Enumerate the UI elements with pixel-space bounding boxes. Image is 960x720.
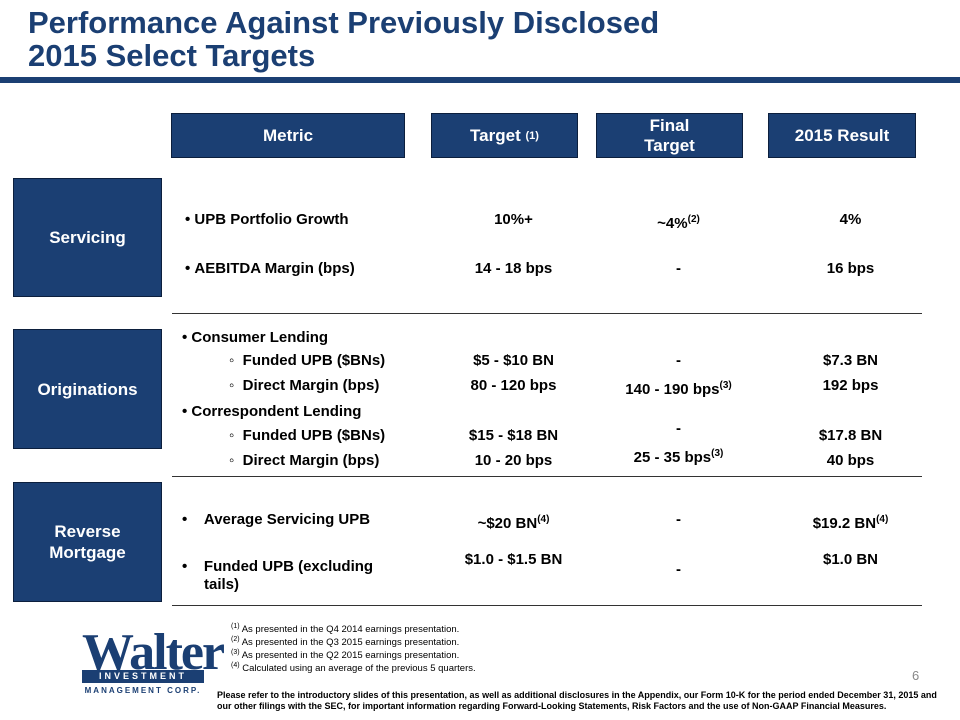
header-final-line-1: Final — [649, 115, 690, 135]
target-value: ~$20 BN — [477, 515, 538, 532]
metric-label-line-2: tails) — [204, 576, 240, 593]
final-value: 140 - 190 bps — [625, 381, 720, 398]
servicing-row-2-metric: • AEBITDA Margin (bps) — [185, 260, 355, 277]
correspondent-row-2-metric: ◦ Direct Margin (bps) — [229, 452, 380, 469]
reverse-row-1-final: - — [676, 511, 681, 528]
reverse-row-2-final: - — [676, 561, 681, 578]
footnote-ref: (3) — [711, 448, 724, 459]
final-value: ~4% — [657, 215, 688, 232]
consumer-lending-label: Consumer Lending — [191, 329, 329, 346]
metric-label: UPB Portfolio Growth — [194, 211, 349, 228]
reverse-row-1-target: ~$20 BN(4) — [431, 511, 596, 533]
metric-label: AEBITDA Margin (bps) — [194, 260, 355, 277]
footnote-2: (2) As presented in the Q3 2015 earnings… — [231, 634, 459, 649]
page-number: 6 — [912, 668, 920, 683]
header-result: 2015 Result — [768, 113, 916, 158]
logo-band: INVESTMENT — [82, 670, 204, 683]
section-servicing-label: Servicing — [49, 228, 126, 247]
footnote-mark: (1) — [231, 623, 240, 630]
header-metric: Metric — [171, 113, 405, 158]
consumer-row-1-final: - — [676, 352, 681, 369]
correspondent-row-2-final: 25 - 35 bps(3) — [596, 445, 761, 467]
reverse-row-2-metric: • Funded UPB (excluding tails) — [182, 558, 374, 593]
consumer-lending-heading: • Consumer Lending — [182, 329, 329, 346]
servicing-row-2-result: 16 bps — [826, 260, 875, 277]
metric-label: Direct Margin (bps) — [242, 377, 380, 394]
reverse-row-2-target: $1.0 - $1.5 BN — [464, 551, 563, 568]
correspondent-row-2-result: 40 bps — [826, 452, 875, 469]
consumer-row-1-result: $7.3 BN — [822, 352, 879, 369]
consumer-row-2-final: 140 - 190 bps(3) — [596, 377, 761, 399]
reverse-row-1-result: $19.2 BN(4) — [768, 511, 933, 533]
consumer-row-2-metric: ◦ Direct Margin (bps) — [229, 377, 380, 394]
servicing-row-1-target: 10%+ — [494, 211, 533, 228]
title-divider — [0, 77, 960, 83]
footnote-3: (3) As presented in the Q2 2015 earnings… — [231, 647, 459, 662]
header-target: Target (1) — [431, 113, 578, 158]
footnote-text: As presented in the Q4 2014 earnings pre… — [241, 624, 460, 636]
header-target-footnote: (1) — [525, 129, 539, 142]
footnote-ref: (2) — [687, 214, 700, 225]
header-metric-label: Metric — [262, 125, 314, 145]
footnote-ref: (4) — [537, 514, 550, 525]
section-divider — [172, 476, 922, 477]
footnote-text: Calculated using an average of the previ… — [242, 663, 476, 675]
consumer-row-1-metric: ◦ Funded UPB ($BNs) — [229, 352, 386, 369]
correspondent-row-1-metric: ◦ Funded UPB ($BNs) — [229, 427, 386, 444]
metric-label-line-1: Funded UPB (excluding — [203, 558, 374, 575]
footnote-4: (4) Calculated using an average of the p… — [231, 660, 476, 675]
footnote-ref: (4) — [876, 514, 889, 525]
reverse-row-1-metric: • Average Servicing UPB — [182, 511, 371, 528]
section-divider — [172, 313, 922, 314]
section-reverse-label-2: Mortgage — [49, 543, 126, 562]
correspondent-lending-heading: • Correspondent Lending — [182, 403, 362, 420]
header-target-label: Target — [470, 125, 521, 145]
metric-label: Funded UPB ($BNs) — [242, 352, 386, 369]
correspondent-row-1-final: - — [676, 420, 681, 437]
consumer-row-1-target: $5 - $10 BN — [473, 352, 554, 369]
final-value: 25 - 35 bps — [633, 449, 712, 466]
footnote-text: As presented in the Q3 2015 earnings pre… — [241, 637, 460, 649]
servicing-row-1-final: ~4%(2) — [596, 211, 761, 233]
footnote-mark: (2) — [231, 636, 240, 643]
page-title: Performance Against Previously Disclosed… — [28, 6, 928, 72]
servicing-row-2-target: 14 - 18 bps — [474, 260, 553, 277]
logo-wordmark: Walter — [82, 624, 225, 681]
section-originations-label: Originations — [37, 379, 138, 399]
footnote-1: (1) As presented in the Q4 2014 earnings… — [231, 621, 459, 636]
title-line-2: 2015 Select Targets — [28, 38, 316, 73]
metric-label: Average Servicing UPB — [203, 511, 371, 528]
footnote-ref: (3) — [719, 380, 732, 391]
correspondent-row-1-target: $15 - $18 BN — [468, 427, 559, 444]
section-servicing: Servicing — [13, 178, 162, 297]
servicing-row-1-result: 4% — [839, 211, 862, 228]
consumer-row-2-result: 192 bps — [822, 377, 879, 394]
correspondent-row-2-target: 10 - 20 bps — [474, 452, 553, 469]
reverse-row-2-result: $1.0 BN — [822, 551, 879, 568]
result-value: $19.2 BN — [812, 515, 877, 532]
servicing-row-1-metric: • UPB Portfolio Growth — [185, 211, 349, 228]
section-divider — [172, 605, 922, 606]
servicing-row-2-final: - — [676, 260, 681, 277]
correspondent-row-1-result: $17.8 BN — [818, 427, 883, 444]
section-reverse-mortgage: Reverse Mortgage — [13, 482, 162, 602]
footnote-mark: (3) — [231, 649, 240, 656]
metric-label: Funded UPB ($BNs) — [242, 427, 386, 444]
title-line-1: Performance Against Previously Disclosed — [28, 5, 660, 40]
section-originations: Originations — [13, 329, 162, 449]
section-reverse-label-1: Reverse — [54, 522, 121, 541]
header-final-target: Final Target — [596, 113, 743, 158]
footnote-text: As presented in the Q2 2015 earnings pre… — [241, 650, 460, 662]
disclaimer: Please refer to the introductory slides … — [217, 690, 937, 711]
header-final-line-2: Target — [644, 135, 695, 155]
logo-subtitle: MANAGEMENT CORP. — [84, 686, 202, 695]
consumer-row-2-target: 80 - 120 bps — [470, 377, 557, 394]
header-result-label: 2015 Result — [794, 125, 890, 145]
footnote-mark: (4) — [231, 662, 240, 669]
metric-label: Direct Margin (bps) — [242, 452, 380, 469]
correspondent-lending-label: Correspondent Lending — [191, 403, 362, 420]
